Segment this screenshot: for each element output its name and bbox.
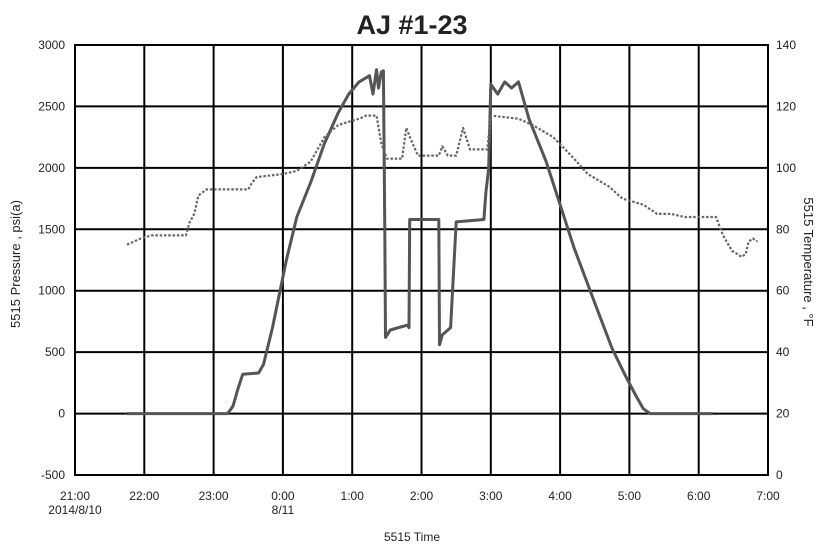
x-axis-label: 5515 Time [384, 530, 440, 544]
x-tick-label: 2:00 [410, 489, 434, 503]
chart-title: AJ #1-23 [356, 10, 467, 40]
x-tick-label: 1:00 [341, 489, 365, 503]
x-tick-label: 6:00 [687, 489, 711, 503]
y-tick-label-right: 0 [776, 468, 783, 482]
x-tick-label: 22:00 [129, 489, 159, 503]
y-tick-label-left: 3000 [38, 38, 65, 52]
x-tick-sublabel: 2014/8/10 [48, 503, 102, 517]
y-tick-label-right: 40 [776, 345, 790, 359]
y-tick-label-right: 60 [776, 284, 790, 298]
y-tick-label-left: 1000 [38, 284, 65, 298]
series-group [126, 68, 759, 416]
y-tick-label-left: 2000 [38, 161, 65, 175]
x-tick-sublabel: 8/11 [272, 503, 295, 517]
plot-frame [74, 44, 769, 476]
y-tick-label-left: 0 [58, 407, 65, 421]
x-tick-label: 21:00 [60, 489, 90, 503]
x-tick-label: 7:00 [756, 489, 780, 503]
y-tick-label-left: 1500 [38, 222, 65, 236]
x-tick-label: 5:00 [618, 489, 642, 503]
y-tick-label-right: 100 [776, 161, 796, 175]
y-tick-label-right: 80 [776, 222, 790, 236]
y-tick-label-left: -500 [41, 468, 65, 482]
y-tick-label-right: 120 [776, 99, 796, 113]
x-tick-label: 4:00 [548, 489, 572, 503]
x-tick-label: 0:00 [271, 489, 295, 503]
pressure-series-line [127, 68, 713, 416]
y-tick-label-right: 140 [776, 38, 796, 52]
grid [74, 44, 769, 476]
x-tick-label: 23:00 [199, 489, 229, 503]
x-tick-label: 3:00 [479, 489, 503, 503]
y-axis-label-left: 5515 Pressure , psi(a) [8, 200, 23, 328]
y-tick-label-right: 20 [776, 407, 790, 421]
y-axis-label-right: 5515 Temperature , °F [801, 197, 816, 326]
temperature-series-line [126, 114, 759, 258]
y-tick-label-left: 500 [45, 345, 65, 359]
y-tick-label-left: 2500 [38, 99, 65, 113]
